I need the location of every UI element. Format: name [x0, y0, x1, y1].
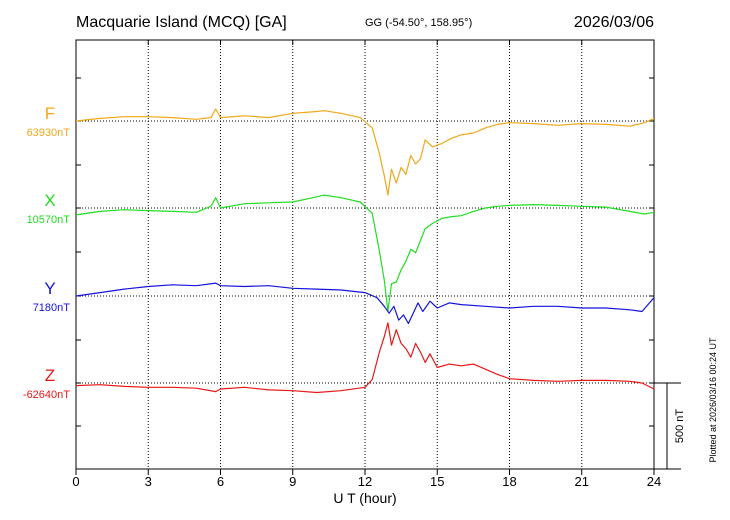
series-name-f: F — [45, 104, 55, 123]
x-tick-label: 21 — [575, 474, 589, 489]
series-line-y — [75, 282, 655, 325]
plotted-note: Plotted at 2026/03/16 00:24 UT — [708, 337, 718, 463]
series-name-y: Y — [44, 279, 55, 298]
scale-bar-label: 500 nT — [674, 409, 686, 444]
x-tick-label: 15 — [430, 474, 444, 489]
x-tick-label: 9 — [289, 474, 296, 489]
x-tick-label: 3 — [145, 474, 152, 489]
x-tick-label: 18 — [502, 474, 516, 489]
x-axis-label: U T (hour) — [333, 490, 396, 506]
series-baseline-x: 10570nT — [27, 214, 71, 226]
series-baseline-z: -62640nT — [23, 389, 70, 401]
station-title: Macquarie Island (MCQ) [GA] — [76, 14, 287, 31]
baselines — [76, 39, 654, 470]
series-line-x — [75, 194, 655, 312]
scale-bar: 500 nT — [654, 382, 686, 470]
series-lines — [75, 108, 655, 394]
series-line-z — [75, 322, 655, 394]
x-axis-ticks: 0 3 6 9 12 15 18 21 24 — [72, 40, 661, 489]
series-line-f — [75, 108, 655, 196]
x-tick-label: 24 — [647, 474, 661, 489]
series-baseline-f: 63930nT — [27, 127, 71, 139]
series-name-z: Z — [45, 366, 55, 385]
series-baseline-y: 7180nT — [33, 302, 71, 314]
series-labels: F 63930nT X 10570nT Y 7180nT Z -62640nT — [23, 104, 70, 401]
x-tick-label: 0 — [72, 474, 79, 489]
grid-lines — [147, 40, 583, 469]
series-name-x: X — [44, 191, 55, 210]
station-coords: GG (-54.50°, 158.95°) — [365, 17, 472, 29]
x-tick-label: 12 — [358, 474, 372, 489]
plot-date: 2026/03/06 — [574, 14, 654, 31]
plot-frame — [75, 39, 655, 470]
x-tick-label: 6 — [217, 474, 224, 489]
